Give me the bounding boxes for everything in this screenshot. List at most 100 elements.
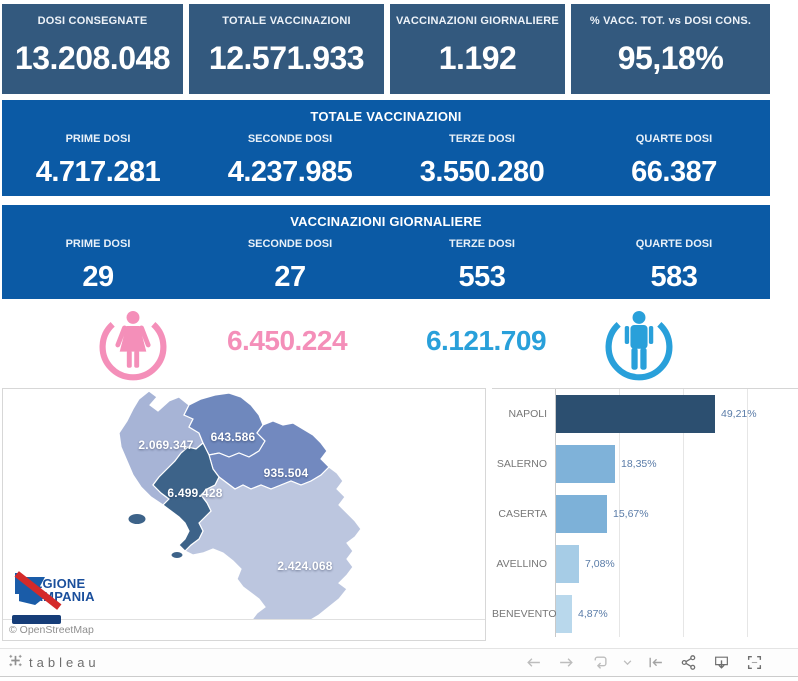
- regione-campania-crest-icon: [14, 571, 62, 610]
- col-terze-dosi: TERZE DOSI 553: [386, 238, 578, 294]
- tableau-wordmark: tableau: [29, 655, 100, 670]
- column-value: 27: [274, 261, 306, 293]
- column-label: PRIME DOSI: [65, 238, 131, 250]
- map-value-label-caserta: 2.069.347: [138, 438, 194, 452]
- openstreetmap-attribution[interactable]: © OpenStreetMap: [9, 624, 94, 636]
- download-icon[interactable]: [711, 653, 731, 673]
- kpi-label: % VACC. TOT. vs DOSI CONS.: [589, 15, 752, 27]
- kpi-row: DOSI CONSEGNATE 13.208.048 TOTALE VACCIN…: [2, 4, 770, 94]
- bar-value-label: 49,21%: [721, 408, 757, 420]
- bar-row-napoli: NAPOLI 49,21%: [492, 389, 798, 439]
- kpi-value: 95,18%: [617, 40, 724, 76]
- map-region-napoli[interactable]: [152, 442, 220, 552]
- bar-benevento[interactable]: [556, 595, 572, 633]
- tableau-toolbar: tableau: [0, 648, 798, 677]
- revert-icon[interactable]: [645, 653, 665, 673]
- column-value: 66.387: [631, 156, 717, 188]
- replay-caret-icon[interactable]: [622, 653, 632, 673]
- campania-map: [118, 390, 362, 632]
- fullscreen-icon[interactable]: [744, 653, 764, 673]
- kpi-label: TOTALE VACCINAZIONI: [222, 15, 351, 27]
- section-columns: PRIME DOSI 4.717.281 SECONDE DOSI 4.237.…: [2, 133, 770, 189]
- map-island-ischia[interactable]: [127, 513, 147, 525]
- column-value: 3.550.280: [419, 156, 545, 188]
- bar-value-label: 18,35%: [621, 458, 657, 470]
- bar-category-label: CASERTA: [498, 508, 547, 520]
- kpi-percent-vacc: % VACC. TOT. vs DOSI CONS. 95,18%: [571, 4, 770, 94]
- chart-rows: NAPOLI 49,21% SALERNO 18,35% CASERTA 15,…: [492, 389, 798, 641]
- regione-campania-logo: REGIONE CAMPANIA: [12, 571, 95, 624]
- map-panel: 2.069.347 643.586 935.504 6.499.428 2.42…: [2, 388, 486, 641]
- replay-icon[interactable]: [589, 653, 609, 673]
- bar-avellino[interactable]: [556, 545, 579, 583]
- col-prime-dosi: PRIME DOSI 29: [2, 238, 194, 294]
- redo-icon[interactable]: [556, 653, 576, 673]
- male-total: 6.121.709: [425, 325, 547, 356]
- bar-row-benevento: BENEVENTO 4,87%: [492, 589, 798, 639]
- section-columns: PRIME DOSI 29 SECONDE DOSI 27 TERZE DOSI…: [2, 238, 770, 294]
- tableau-brand[interactable]: tableau: [8, 653, 100, 673]
- bar-row-avellino: AVELLINO 7,08%: [492, 539, 798, 589]
- column-label: PRIME DOSI: [65, 133, 131, 145]
- bar-row-caserta: CASERTA 15,67%: [492, 489, 798, 539]
- map-value-label-napoli: 6.499.428: [167, 486, 223, 500]
- bar-category-label: AVELLINO: [496, 558, 547, 570]
- column-label: QUARTE DOSI: [635, 133, 713, 145]
- column-label: QUARTE DOSI: [635, 238, 713, 250]
- kpi-value: 12.571.933: [208, 40, 365, 76]
- col-seconde-dosi: SECONDE DOSI 4.237.985: [194, 133, 386, 189]
- bar-salerno[interactable]: [556, 445, 615, 483]
- female-icon: [95, 306, 171, 384]
- section-totale-vaccinazioni: TOTALE VACCINAZIONI PRIME DOSI 4.717.281…: [2, 100, 770, 196]
- regione-campania-banner: [12, 615, 61, 624]
- kpi-dosi-consegnate: DOSI CONSEGNATE 13.208.048: [2, 4, 183, 94]
- chart-axis-line: [555, 389, 556, 637]
- female-total: 6.450.224: [226, 325, 348, 356]
- bar-value-label: 4,87%: [578, 608, 608, 620]
- bar-value-label: 15,67%: [613, 508, 649, 520]
- share-icon[interactable]: [678, 653, 698, 673]
- gender-row: 6.450.224 6.121.709: [0, 299, 798, 387]
- column-label: TERZE DOSI: [448, 238, 515, 250]
- bar-value-label: 7,08%: [585, 558, 615, 570]
- kpi-label: VACCINAZIONI GIORNALIERE: [396, 15, 559, 27]
- bar-category-label: NAPOLI: [508, 408, 547, 420]
- chart-gridlines: [492, 389, 798, 641]
- kpi-totale-vaccinazioni: TOTALE VACCINAZIONI 12.571.933: [189, 4, 384, 94]
- section-title: VACCINAZIONI GIORNALIERE: [290, 214, 482, 229]
- bar-caserta[interactable]: [556, 495, 607, 533]
- col-quarte-dosi: QUARTE DOSI 66.387: [578, 133, 770, 189]
- section-vaccinazioni-giornaliere: VACCINAZIONI GIORNALIERE PRIME DOSI 29 S…: [2, 205, 770, 299]
- kpi-vaccinazioni-giornaliere: VACCINAZIONI GIORNALIERE 1.192: [390, 4, 565, 94]
- column-label: SECONDE DOSI: [247, 238, 333, 250]
- column-value: 553: [458, 261, 506, 293]
- male-icon: [601, 306, 677, 384]
- col-terze-dosi: TERZE DOSI 3.550.280: [386, 133, 578, 189]
- col-seconde-dosi: SECONDE DOSI 27: [194, 238, 386, 294]
- tableau-logo-icon: [8, 653, 23, 673]
- map-island-capri[interactable]: [170, 551, 184, 559]
- column-value: 4.717.281: [35, 156, 161, 188]
- map-value-label-benevento: 643.586: [210, 430, 256, 444]
- section-title: TOTALE VACCINAZIONI: [310, 109, 462, 124]
- column-value: 4.237.985: [227, 156, 353, 188]
- toolbar-buttons: [523, 653, 764, 673]
- bar-row-salerno: SALERNO 18,35%: [492, 439, 798, 489]
- bar-category-label: BENEVENTO: [492, 608, 557, 620]
- kpi-value: 1.192: [438, 40, 517, 76]
- kpi-label: DOSI CONSEGNATE: [37, 15, 148, 27]
- map-value-label-avellino: 935.504: [263, 466, 309, 480]
- map-value-label-salerno: 2.424.068: [277, 559, 333, 573]
- col-prime-dosi: PRIME DOSI 4.717.281: [2, 133, 194, 189]
- bar-napoli[interactable]: [556, 395, 715, 433]
- undo-icon[interactable]: [523, 653, 543, 673]
- column-label: SECONDE DOSI: [247, 133, 333, 145]
- column-value: 583: [650, 261, 698, 293]
- kpi-value: 13.208.048: [14, 40, 171, 76]
- bar-category-label: SALERNO: [496, 458, 547, 470]
- column-label: TERZE DOSI: [448, 133, 515, 145]
- col-quarte-dosi: QUARTE DOSI 583: [578, 238, 770, 294]
- column-value: 29: [82, 261, 114, 293]
- map-attribution-bar: © OpenStreetMap: [3, 619, 485, 640]
